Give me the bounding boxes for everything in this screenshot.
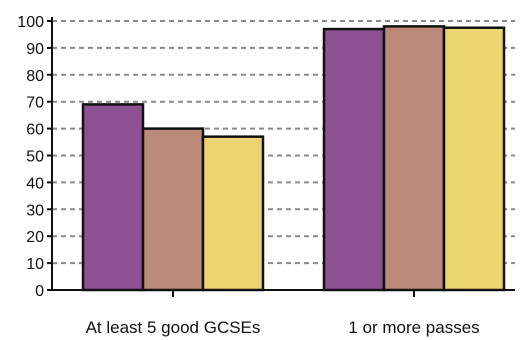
y-tick-label: 70 [26,95,44,112]
axes [47,17,515,297]
y-tick-label: 80 [26,68,44,85]
y-tick-label: 60 [26,122,44,139]
bar-series1-cat1 [81,103,145,292]
y-tick-label: 20 [26,229,44,246]
bar-series1-cat2 [322,27,386,292]
y-tick-label: 10 [26,256,44,273]
x-tick-label: At least 5 good GCSEs [86,318,261,337]
bar-series2-cat1 [141,127,205,292]
tick-labels: 0 10 20 30 40 50 60 70 80 90 100 At least 5 good GC… [17,14,479,337]
bar-series2-cat2 [382,25,446,292]
y-tick-label: 0 [35,283,44,300]
bars [81,25,506,292]
y-tick-label: 30 [26,202,44,219]
y-tick-label: 100 [17,14,44,31]
bar-series3-cat2 [442,26,506,292]
bar-series3-cat1 [201,135,265,292]
y-tick-label: 90 [26,41,44,58]
x-tick-label: 1 or more passes [348,318,479,337]
y-tick-label: 40 [26,175,44,192]
y-tick-label: 50 [26,149,44,166]
